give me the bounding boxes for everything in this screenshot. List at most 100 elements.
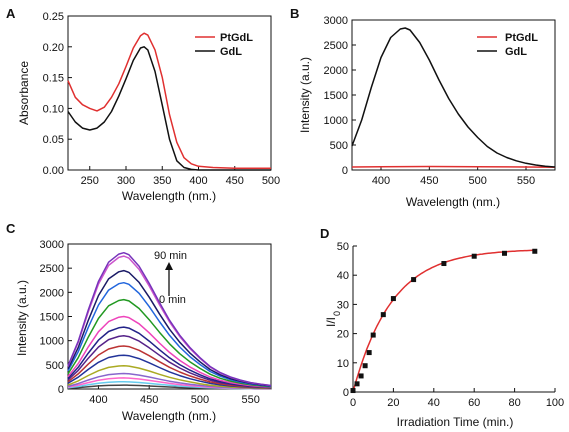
- panel-a-x-tick-label: 250: [81, 175, 99, 187]
- data-point: [370, 332, 376, 338]
- panel-b-ticks: 400 450 500 550 0 500 1000 1500 2000 2500 3000: [324, 15, 536, 187]
- data-point: [390, 296, 396, 302]
- panel-d-kinetics-chart: 0 20 40 60 80 100 0 10 20 30 40 50 Irradiation Time…: [324, 241, 564, 429]
- panel-b-series: [351, 27, 556, 169]
- data-point: [411, 277, 417, 283]
- data-point: [358, 373, 364, 379]
- data-point: [471, 253, 477, 259]
- panel-b-y-tick-label: 2500: [324, 40, 348, 52]
- panel-b-x-label: Wavelength (nm.): [406, 195, 500, 209]
- time-arrow-head: [165, 262, 173, 270]
- time-series-line: [67, 315, 272, 388]
- panel-c-y-tick-label: 3000: [40, 239, 64, 251]
- panel-c-y-tick-label: 1000: [40, 336, 64, 348]
- panel-c-ticks: 400 450 500 550 0 500 1000 1500 2000 2500 3000: [40, 239, 260, 406]
- series-line-gdl: [351, 27, 556, 168]
- time-series-line: [67, 298, 272, 388]
- panel-label-a: A: [6, 6, 16, 21]
- series-line-gdl: [67, 46, 271, 171]
- panel-a-frame: [67, 15, 272, 171]
- panel-c-x-tick-label: 400: [89, 394, 107, 406]
- panel-a-y-tick-label: 0.25: [43, 11, 64, 23]
- data-point: [502, 250, 507, 256]
- panel-a-y-label: Absorbance: [17, 61, 31, 125]
- panel-a-x-label: Wavelength (nm.): [122, 189, 216, 203]
- panel-b-y-tick-label: 1500: [324, 90, 348, 102]
- panel-label-c: C: [6, 221, 16, 236]
- series-line-ptgdl: [67, 32, 271, 169]
- panel-b-y-tick-label: 3000: [324, 15, 348, 27]
- data-point: [380, 312, 386, 318]
- panel-d-y-label: I/I 0: [324, 311, 342, 327]
- panel-d-y-tick-label: 40: [337, 270, 349, 282]
- panel-d-x-tick-label: 20: [387, 397, 399, 409]
- panel-label-b: B: [290, 6, 299, 21]
- data-point: [350, 388, 356, 394]
- panel-a-y-tick-label: 0.15: [43, 73, 64, 85]
- panel-c-y-label: Intensity (a.u.): [15, 280, 29, 356]
- panel-b-y-tick-label: 500: [330, 140, 348, 152]
- panel-d-y-tick-label: 20: [337, 329, 349, 341]
- fit-curve: [352, 249, 535, 393]
- data-point: [362, 363, 368, 369]
- time-series-line: [67, 365, 272, 390]
- panel-d-fit-curve: [352, 249, 535, 393]
- panel-b-y-tick-label: 0: [342, 165, 348, 177]
- panel-c-x-label: Wavelength (nm.): [122, 409, 216, 423]
- time-series-line: [67, 345, 272, 389]
- time-series-line: [67, 251, 272, 387]
- panel-c-x-tick-label: 550: [242, 394, 260, 406]
- panel-b-x-tick-label: 500: [468, 175, 486, 187]
- panel-d-y-tick-label: 50: [337, 241, 349, 253]
- panel-a-y-tick-label: 0.00: [43, 165, 64, 177]
- panel-c-x-tick-label: 500: [191, 394, 209, 406]
- panel-d-ticks: 0 20 40 60 80 100 0 10 20 30 40 50: [337, 241, 564, 409]
- panel-c-y-tick-label: 500: [46, 360, 64, 372]
- panel-b-x-tick-label: 550: [517, 175, 535, 187]
- panel-a-y-tick-label: 0.05: [43, 134, 64, 146]
- panel-c-x-tick-label: 450: [140, 394, 158, 406]
- panel-c-series: [67, 251, 272, 390]
- panel-d-y-tick-label: 10: [337, 358, 349, 370]
- panel-d-x-tick-label: 40: [428, 397, 440, 409]
- panel-a-x-tick-label: 300: [117, 175, 135, 187]
- panel-d-x-label: Irradiation Time (min.): [397, 415, 514, 429]
- panel-a-x-tick-label: 450: [226, 175, 244, 187]
- panel-a-ticks: 250 300 350 400 450 500 0.00 0.05 0.10 0.15 0.20 0.…: [43, 11, 281, 187]
- panel-b-y-tick-label: 1000: [324, 115, 348, 127]
- panel-b-y-label: Intensity (a.u.): [298, 57, 312, 133]
- panel-d-x-tick-label: 100: [546, 397, 564, 409]
- panel-a-series: [67, 32, 271, 171]
- data-point: [441, 261, 447, 267]
- time-series-line: [67, 281, 272, 387]
- legend-label-gdl-a: GdL: [220, 46, 242, 58]
- panel-label-d: D: [320, 226, 329, 241]
- panel-b-emission-chart: 400 450 500 550 0 500 1000 1500 2000 2500 3000 PtG…: [298, 15, 556, 209]
- panel-c-time-emission-chart: 400 450 500 550 0 500 1000 1500 2000 2500 3000 90 …: [15, 239, 272, 423]
- time-series-line: [67, 326, 272, 389]
- panel-b-y-tick-label: 2000: [324, 65, 348, 77]
- legend-label-ptgdl-b: PtGdL: [505, 32, 538, 44]
- panel-c-y-tick-label: 2000: [40, 287, 64, 299]
- data-point: [532, 248, 538, 254]
- legend-label-ptgdl-a: PtGdL: [220, 32, 253, 44]
- panel-d-y-label-sub: 0: [332, 311, 342, 316]
- panel-d-y-label-main: I/I: [324, 317, 338, 327]
- panel-d-x-tick-label: 0: [350, 397, 356, 409]
- series-line-ptgdl: [351, 165, 556, 169]
- panel-a-absorbance-chart: 250 300 350 400 450 500 0.00 0.05 0.10 0.15 0.20 0.…: [17, 11, 280, 203]
- panel-c-y-tick-label: 1500: [40, 312, 64, 324]
- annotation-90-min: 90 min: [154, 250, 187, 262]
- panel-d-y-tick-label: 0: [343, 387, 349, 399]
- data-point: [354, 381, 360, 387]
- panel-a-x-tick-label: 400: [189, 175, 207, 187]
- panel-a-x-tick-label: 350: [153, 175, 171, 187]
- panel-d-x-tick-label: 60: [468, 397, 480, 409]
- panel-d-points: [350, 248, 538, 394]
- annotation-0-min: 0 min: [159, 294, 186, 306]
- panel-d-axes: [352, 246, 555, 393]
- panel-c-y-tick-label: 2500: [40, 263, 64, 275]
- legend-label-gdl-b: GdL: [505, 46, 527, 58]
- panel-b-x-tick-label: 450: [420, 175, 438, 187]
